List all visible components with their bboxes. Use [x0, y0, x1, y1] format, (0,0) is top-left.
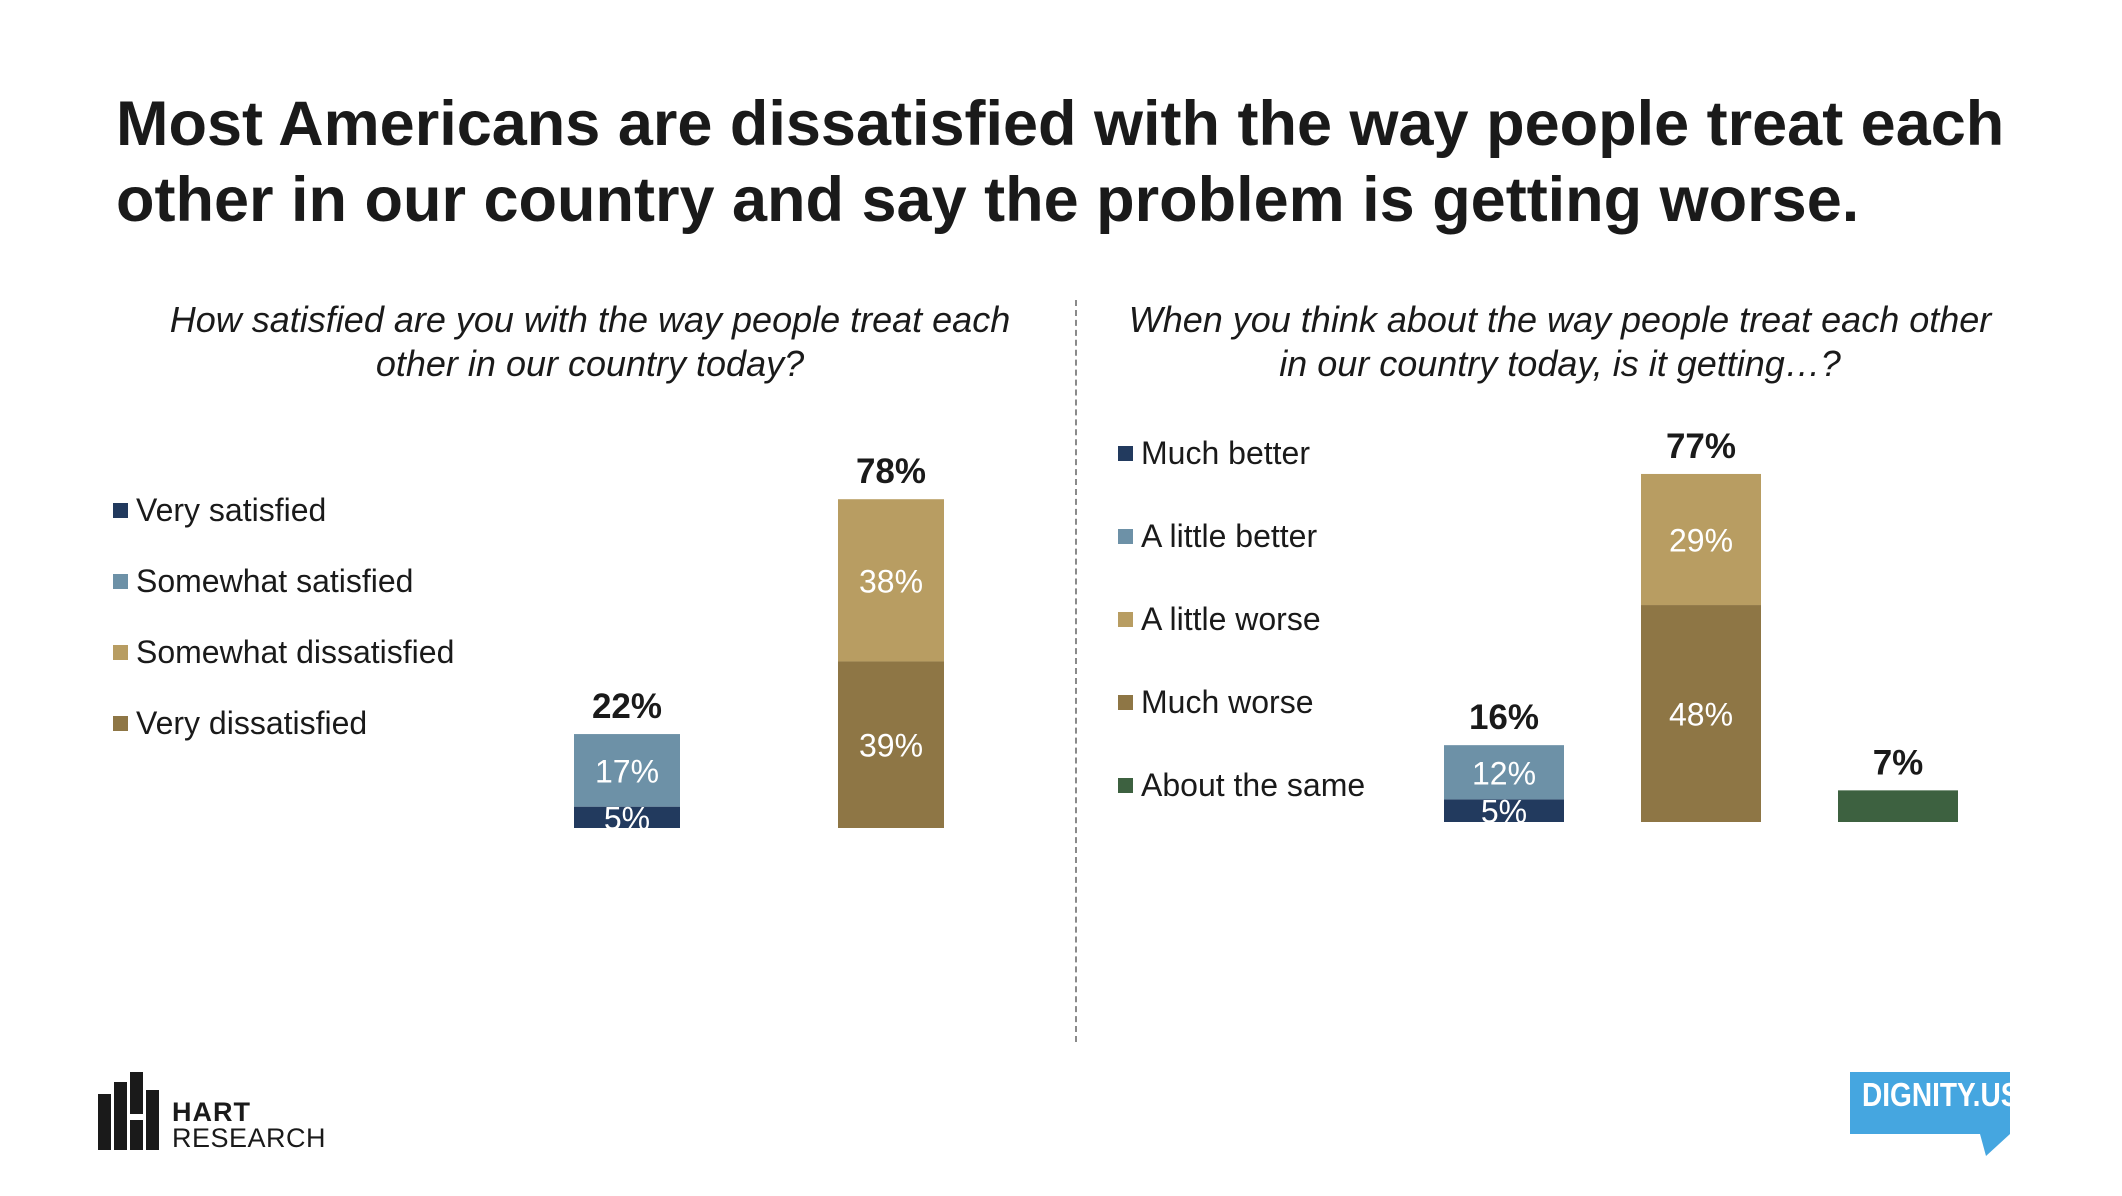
bar-segment-very-satisfied	[574, 806, 680, 828]
total-label: 7%	[1873, 743, 1924, 782]
dignity-logo-text: DIGNITY.US	[1862, 1076, 2020, 1113]
bar-segment-a-little-better	[1444, 745, 1564, 800]
hart-word: HART	[172, 1097, 251, 1127]
total-label: 22%	[592, 687, 662, 726]
right-chart-question: When you think about the way people trea…	[1128, 299, 1992, 384]
legend-label: Somewhat satisfied	[136, 563, 414, 599]
hart-research-logo-icon	[98, 1072, 159, 1150]
legend-item-much-better: Much better	[1118, 435, 1310, 472]
legend-label: A little better	[1141, 518, 1318, 554]
legend-swatch	[1118, 612, 1133, 627]
legend-item-a-little-worse: A little worse	[1118, 601, 1321, 638]
bar-segment-somewhat-dissatisfied	[838, 499, 944, 662]
legend-item-somewhat-satisfied: Somewhat satisfied	[113, 563, 413, 600]
bar-segment-somewhat-satisfied	[574, 734, 680, 807]
left-chart-question: How satisfied are you with the way peopl…	[169, 299, 1011, 384]
legend-label: About the same	[1141, 767, 1366, 803]
legend-label: Much better	[1141, 435, 1310, 471]
legend-label: Very satisfied	[136, 492, 327, 528]
dignity-logo-icon	[1850, 1072, 2010, 1156]
segment-label: 39%	[859, 728, 923, 764]
legend-swatch	[113, 645, 128, 660]
legend-swatch	[113, 574, 128, 589]
research-word: RESEARCH	[172, 1123, 327, 1153]
legend-item-very-dissatisfied: Very dissatisfied	[113, 705, 367, 742]
legend-swatch	[113, 503, 128, 518]
legend-label: Very dissatisfied	[136, 705, 368, 741]
segment-label: 12%	[1472, 755, 1536, 791]
segment-label: 5%	[1481, 794, 1527, 830]
total-label: 78%	[856, 452, 926, 491]
bar-segment-a-little-worse	[1641, 473, 1761, 606]
segment-label: 17%	[595, 753, 659, 789]
legend-swatch	[1118, 529, 1133, 544]
legend-swatch	[1118, 446, 1133, 461]
hart-research-wordmark: HART RESEARCH	[172, 1097, 327, 1153]
segment-label: 48%	[1669, 697, 1733, 733]
total-label: 16%	[1469, 698, 1539, 737]
legend-item-about-the-same: About the same	[1118, 767, 1365, 804]
legend-label: Much worse	[1141, 684, 1314, 720]
legend-item-much-worse: Much worse	[1118, 684, 1314, 721]
bar-segment-much-worse	[1641, 605, 1761, 822]
bar-segment-about-the-same	[1838, 790, 1958, 822]
legend-label: A little worse	[1141, 601, 1321, 637]
legend-item-somewhat-dissatisfied: Somewhat dissatisfied	[113, 634, 454, 671]
legend-swatch	[113, 716, 128, 731]
bar-segment-much-better	[1444, 799, 1564, 822]
bar-segment-very-dissatisfied	[838, 661, 944, 828]
segment-label: 29%	[1669, 523, 1733, 559]
page-title: Most Americans are dissatisfied with the…	[116, 89, 2005, 235]
legend-label: Somewhat dissatisfied	[136, 634, 455, 670]
legend-item-very-satisfied: Very satisfied	[113, 492, 326, 529]
legend-item-a-little-better: A little better	[1118, 518, 1317, 555]
legend-swatch	[1118, 778, 1133, 793]
chart-divider	[1075, 300, 1077, 1042]
total-label: 77%	[1666, 427, 1736, 466]
legend-swatch	[1118, 695, 1133, 710]
segment-label: 38%	[859, 563, 923, 599]
